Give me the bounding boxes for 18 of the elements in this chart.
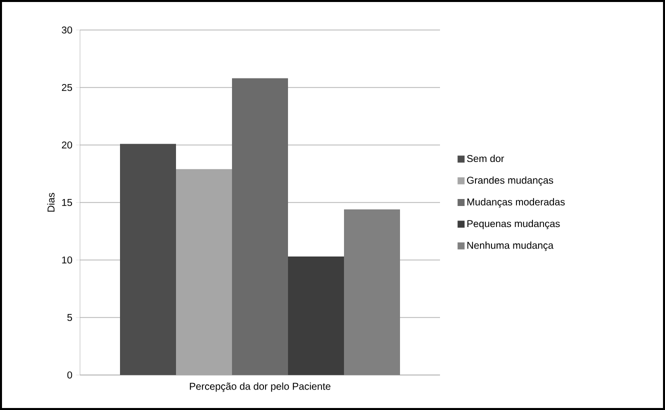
x-tick-label: Percepção da dor pelo Paciente xyxy=(190,382,330,392)
y-tick-label: 15 xyxy=(62,199,72,206)
y-tick-label: 20 xyxy=(62,141,72,149)
legend-label: Grandes mudanças xyxy=(467,176,554,186)
bar xyxy=(288,256,344,375)
legend-label: Mudanças moderadas xyxy=(467,198,565,208)
bar xyxy=(232,78,288,375)
y-tick-label: 25 xyxy=(62,84,72,92)
y-axis-title: Dias xyxy=(47,192,55,212)
legend-label: Sem dor xyxy=(467,154,504,162)
bar xyxy=(120,144,176,375)
y-tick-label: 30 xyxy=(62,26,72,34)
legend-label: Nenhuma mudança xyxy=(467,242,554,251)
y-tick-label: 5 xyxy=(67,314,72,321)
legend-label: Pequenas mudanças xyxy=(467,220,560,230)
bar xyxy=(344,209,400,375)
y-tick-label: 0 xyxy=(67,371,72,379)
y-tick-label: 10 xyxy=(62,256,72,264)
